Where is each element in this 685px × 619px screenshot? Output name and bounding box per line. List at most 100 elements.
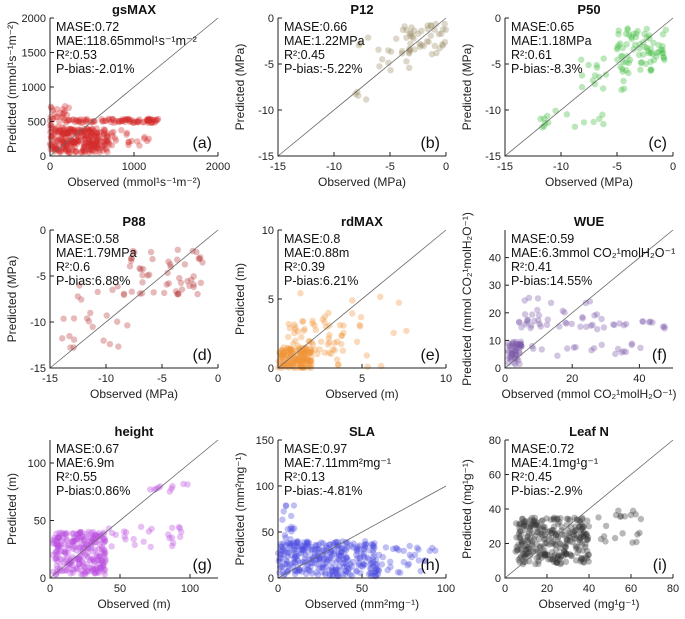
data-point — [94, 137, 101, 145]
data-point — [294, 538, 302, 545]
data-point — [524, 316, 532, 324]
data-point — [554, 530, 561, 537]
data-point — [120, 290, 128, 297]
data-point — [100, 539, 107, 547]
data-point — [135, 118, 142, 125]
data-point — [655, 48, 662, 55]
data-point — [324, 341, 332, 348]
data-point — [91, 569, 98, 576]
x-tick-label: 2000 — [206, 161, 230, 173]
data-point — [370, 559, 377, 566]
data-point — [354, 543, 361, 550]
x-tick-label: 50 — [114, 583, 126, 595]
data-point — [356, 542, 364, 549]
data-point — [123, 129, 131, 137]
data-point — [552, 531, 560, 539]
data-point — [572, 523, 579, 530]
data-point — [60, 535, 67, 542]
data-point — [584, 536, 591, 543]
data-point — [74, 530, 81, 538]
data-point — [329, 346, 337, 353]
data-point — [405, 560, 413, 568]
data-point — [325, 556, 332, 563]
panel-a: 0 1000 20000500100015002000gsMAXMASE:0.72M… — [5, 2, 230, 189]
data-point — [84, 132, 92, 140]
data-point — [360, 560, 367, 568]
data-point — [52, 555, 60, 562]
data-point — [72, 148, 80, 155]
data-point — [56, 118, 63, 125]
data-point — [287, 536, 294, 543]
data-point — [659, 50, 666, 57]
data-point — [545, 556, 552, 563]
data-point — [67, 140, 75, 147]
data-point — [65, 132, 73, 140]
data-point — [619, 58, 627, 65]
data-point — [104, 133, 112, 141]
data-point — [85, 127, 92, 134]
data-point — [92, 531, 99, 539]
data-point — [69, 530, 76, 537]
data-point — [590, 118, 597, 126]
data-point — [307, 346, 315, 354]
data-point — [121, 533, 128, 540]
data-point — [363, 96, 370, 103]
data-point — [602, 522, 610, 530]
data-point — [622, 30, 630, 37]
data-point — [539, 549, 547, 556]
data-point — [70, 569, 77, 576]
data-point — [329, 572, 337, 579]
data-point — [285, 349, 292, 356]
data-point — [549, 555, 557, 563]
data-point — [647, 67, 654, 75]
data-point — [110, 128, 117, 136]
data-point — [613, 46, 621, 53]
data-point — [163, 281, 170, 288]
data-point — [294, 342, 302, 350]
data-point — [300, 357, 307, 364]
data-point — [638, 59, 645, 66]
data-point — [427, 32, 434, 39]
data-point — [372, 569, 379, 576]
data-point — [563, 515, 570, 522]
data-point — [279, 516, 286, 523]
data-point — [299, 346, 306, 354]
data-point — [533, 525, 541, 532]
data-point — [566, 551, 574, 558]
data-point — [301, 364, 308, 371]
data-point — [343, 554, 350, 561]
data-point — [68, 126, 75, 133]
data-point — [512, 347, 519, 354]
data-point — [284, 353, 291, 360]
data-point — [428, 51, 436, 58]
data-point — [84, 549, 91, 556]
y-tick-label: 5 — [268, 294, 274, 306]
data-point — [100, 128, 108, 135]
data-point — [415, 30, 422, 37]
data-point — [390, 329, 397, 337]
data-point — [578, 540, 586, 547]
data-point — [304, 355, 311, 363]
data-point — [403, 34, 410, 41]
data-point — [552, 541, 559, 549]
data-point — [280, 350, 288, 357]
data-point — [177, 279, 185, 287]
data-point — [312, 541, 319, 549]
stat-line: R²:0.61 — [511, 48, 552, 62]
data-point — [63, 536, 70, 543]
data-point — [512, 338, 520, 346]
data-point — [188, 276, 195, 283]
data-point — [288, 362, 295, 369]
data-point — [54, 129, 62, 136]
data-point — [64, 130, 72, 137]
data-point — [102, 145, 109, 152]
data-point — [121, 116, 129, 123]
data-point — [61, 117, 69, 124]
data-point — [358, 550, 365, 557]
data-point — [80, 545, 87, 552]
data-point — [81, 147, 88, 154]
data-point — [511, 347, 518, 354]
data-point — [299, 359, 306, 367]
data-point — [75, 554, 83, 562]
data-point — [53, 138, 60, 145]
